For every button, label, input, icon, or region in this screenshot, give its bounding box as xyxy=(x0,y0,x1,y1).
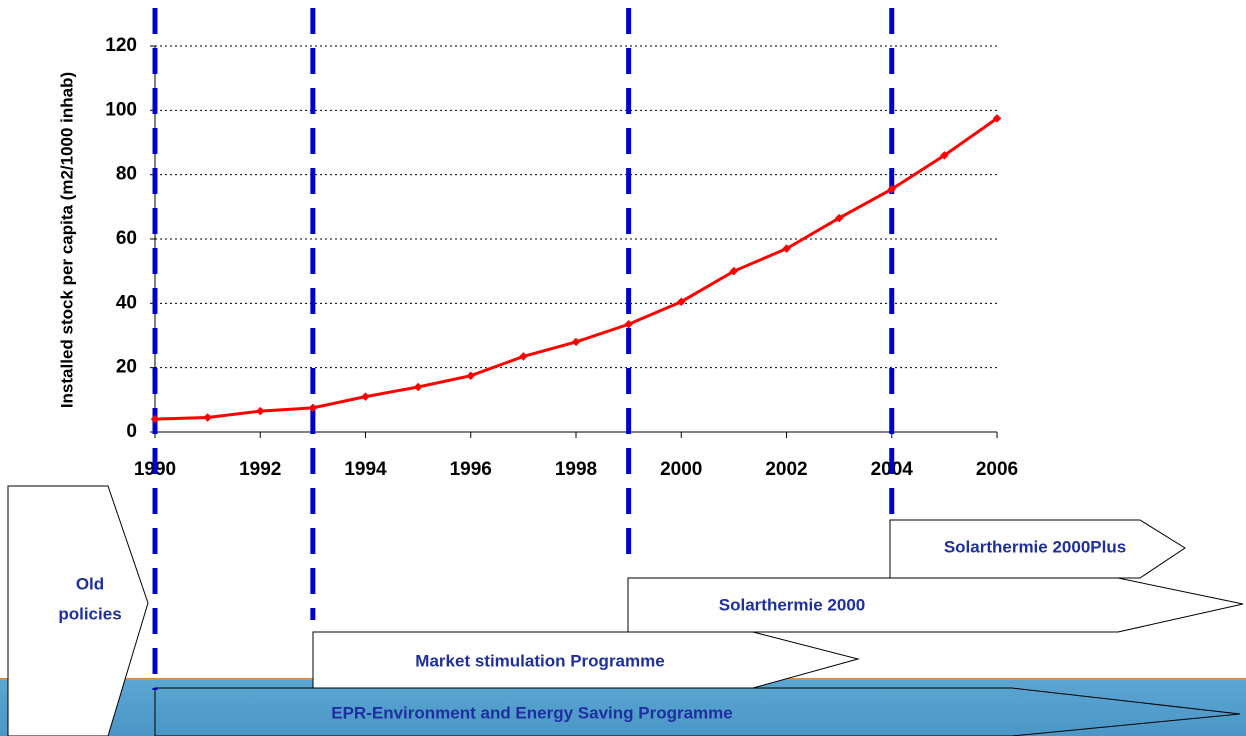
point xyxy=(361,392,370,401)
policy-label: Solarthermie 2000 xyxy=(719,595,865,614)
policy-label: Market stimulation Programme xyxy=(415,651,664,670)
point xyxy=(256,406,265,416)
policy-label: EPR-Environment and Energy Saving Progra… xyxy=(331,703,732,722)
point xyxy=(677,297,686,306)
point xyxy=(729,266,739,276)
x-tick-label: 2000 xyxy=(660,459,702,480)
y-tick-label: 120 xyxy=(105,35,137,56)
point xyxy=(571,337,581,347)
policy-label: Solarthermie 2000Plus xyxy=(944,537,1126,556)
x-tick-label: 1996 xyxy=(450,459,492,480)
x-tick-label: 2002 xyxy=(765,459,807,480)
arrow xyxy=(627,577,1244,633)
point xyxy=(150,414,160,424)
point xyxy=(308,403,318,413)
series-line xyxy=(154,117,998,421)
point xyxy=(624,319,633,329)
point xyxy=(519,352,528,361)
arrow xyxy=(7,485,149,736)
point xyxy=(413,382,423,392)
point xyxy=(466,371,475,380)
y-axis-label: Installed stock per capita (m2/1000 inha… xyxy=(57,72,76,408)
x-tick-label: 1992 xyxy=(239,459,281,480)
x-tick-label: 1998 xyxy=(555,459,597,480)
y-tick-label: 40 xyxy=(116,292,137,313)
arrow xyxy=(154,687,1241,736)
x-tick-label: 2006 xyxy=(976,459,1018,480)
x-tick-label: 1994 xyxy=(344,459,387,480)
y-tick-label: 80 xyxy=(116,164,137,185)
footer-band xyxy=(0,680,1246,736)
policy-label: Old xyxy=(76,574,104,593)
arrow xyxy=(889,519,1186,579)
y-tick-label: 60 xyxy=(116,228,137,249)
arrow xyxy=(312,631,860,689)
y-tick-label: 20 xyxy=(116,357,137,378)
y-tick-label: 100 xyxy=(105,99,137,120)
policy-label: policies xyxy=(58,604,121,623)
point xyxy=(203,413,212,422)
policy-arrows xyxy=(7,485,1244,736)
y-tick-label: 0 xyxy=(126,421,137,442)
